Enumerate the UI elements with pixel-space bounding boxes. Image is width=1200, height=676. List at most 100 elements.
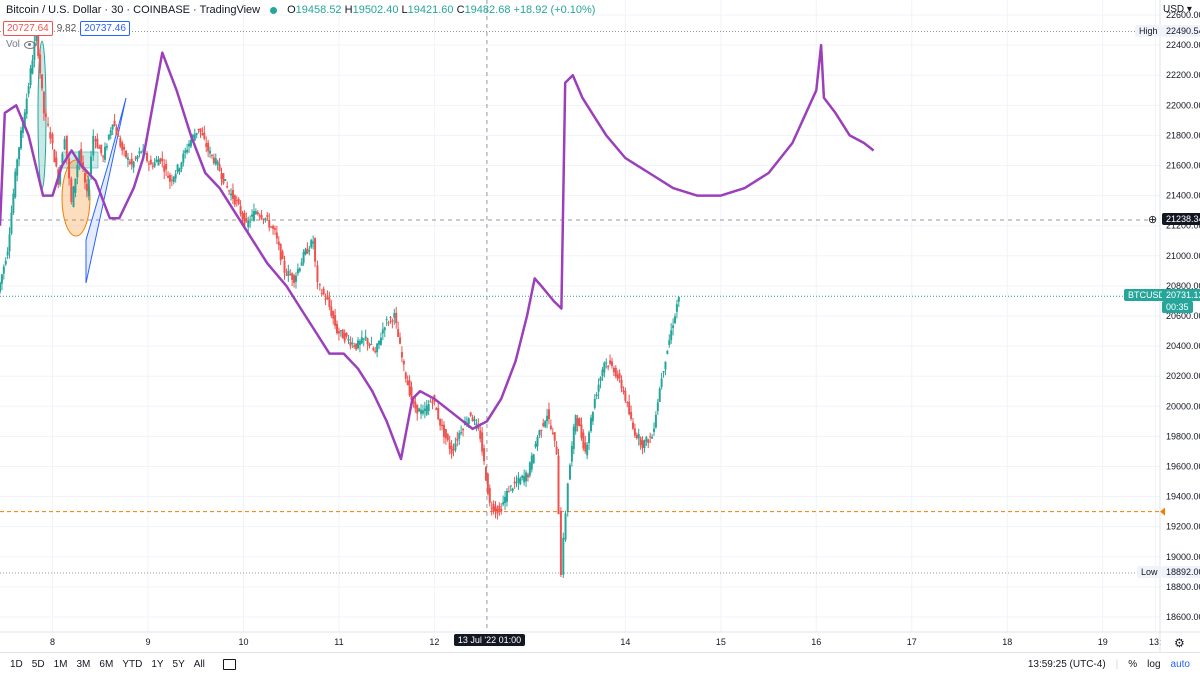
candle-body xyxy=(128,161,131,164)
candle-body xyxy=(397,328,400,337)
range-button-1d[interactable]: 1D xyxy=(10,659,23,670)
candle-body xyxy=(603,362,606,373)
candle-body xyxy=(368,344,371,346)
clock-time[interactable]: 13:59:25 (UTC-4) xyxy=(1027,659,1106,670)
range-button-1m[interactable]: 1M xyxy=(53,659,68,670)
volume-label: Vol xyxy=(6,39,20,50)
eye-icon[interactable] xyxy=(23,40,36,49)
symbol-title[interactable]: Bitcoin / U.S. Dollar · 30 · COINBASE · … xyxy=(6,4,261,16)
price-candles xyxy=(0,22,680,578)
candle-body xyxy=(142,149,145,152)
candle-body xyxy=(343,332,346,342)
candle-body xyxy=(431,402,434,404)
candle-body xyxy=(677,297,680,302)
candle-body xyxy=(586,444,589,456)
candle-body xyxy=(65,135,68,159)
candle-body xyxy=(427,404,430,411)
grid-lines xyxy=(0,0,1160,632)
calendar-icon[interactable] xyxy=(222,659,236,670)
candle-body xyxy=(370,343,373,345)
gear-icon[interactable]: ⚙ xyxy=(1174,636,1185,650)
candle-body xyxy=(467,418,470,425)
range-button-5d[interactable]: 5D xyxy=(31,659,45,670)
candle-body xyxy=(656,402,659,412)
candle-body xyxy=(496,508,499,514)
add-alert-icon[interactable]: ⊕ xyxy=(1148,213,1158,226)
candle-body xyxy=(115,127,118,135)
candle-body xyxy=(582,432,585,449)
range-button-5y[interactable]: 5Y xyxy=(172,659,185,670)
candle-body xyxy=(404,372,407,379)
candle-body xyxy=(18,147,21,160)
currency-selector[interactable]: USD ▾ xyxy=(1163,4,1192,15)
range-button-ytd[interactable]: YTD xyxy=(122,659,143,670)
candle-body xyxy=(505,490,508,502)
auto-toggle[interactable]: auto xyxy=(1170,659,1190,670)
candle-body xyxy=(176,164,179,172)
candle-body xyxy=(385,319,388,321)
candle-body xyxy=(23,112,26,126)
y-tick-label: 22400.00 xyxy=(1166,40,1200,50)
candle-body xyxy=(570,445,573,462)
candle-body xyxy=(306,248,309,254)
candle-body xyxy=(239,206,242,215)
candle-body xyxy=(279,243,282,261)
candle-body xyxy=(452,449,455,451)
candle-body xyxy=(593,398,596,408)
candle-body xyxy=(668,340,671,345)
candle-body xyxy=(4,260,7,265)
candle-body xyxy=(308,250,311,252)
range-button-1y[interactable]: 1Y xyxy=(151,659,164,670)
candle-body xyxy=(92,135,95,156)
candle-body xyxy=(437,407,440,420)
candle-body xyxy=(578,418,581,427)
candle-body xyxy=(203,132,206,139)
candle-body xyxy=(277,241,280,245)
candle-body xyxy=(378,340,381,345)
candle-body xyxy=(63,139,66,150)
percent-toggle[interactable]: % xyxy=(1128,659,1138,670)
candle-body xyxy=(285,274,288,276)
candle-body xyxy=(584,442,587,452)
range-button-all[interactable]: All xyxy=(193,659,205,670)
range-button-3m[interactable]: 3M xyxy=(76,659,91,670)
candle-body xyxy=(210,154,213,156)
candle-body xyxy=(337,331,340,334)
candle-body xyxy=(149,159,152,165)
candle-body xyxy=(458,433,461,439)
candle-body xyxy=(488,488,491,503)
buy-button[interactable]: 20737.46 xyxy=(80,21,130,36)
candle-body xyxy=(400,352,403,358)
candle-body xyxy=(264,218,267,220)
candle-body xyxy=(293,275,296,283)
candle-body xyxy=(557,455,560,515)
candle-body xyxy=(502,502,505,505)
open-label: O xyxy=(287,4,296,16)
candle-body xyxy=(159,158,162,162)
chart-canvas[interactable]: 18600.00 18800.00 19000.00 19200.00 19400.00… xyxy=(0,0,1200,652)
candle-body xyxy=(610,361,613,366)
candle-body xyxy=(68,158,71,179)
crosshair-price-badge: 21238.34 xyxy=(1162,212,1200,225)
candle-body xyxy=(336,323,339,334)
candle-body xyxy=(29,68,32,86)
range-button-6m[interactable]: 6M xyxy=(99,659,114,670)
sell-button[interactable]: 20727.64 xyxy=(3,21,53,36)
candle-body xyxy=(235,200,238,202)
candle-body xyxy=(383,327,386,331)
candle-body xyxy=(591,412,594,422)
candle-body xyxy=(626,401,629,403)
candle-body xyxy=(157,159,160,166)
low-ohlc-value: 19421.60 xyxy=(407,4,454,16)
y-tick-label: 21600.00 xyxy=(1166,161,1200,171)
candle-body xyxy=(254,211,257,214)
candle-body xyxy=(31,60,34,74)
y-tick-label: 22600.00 xyxy=(1166,10,1200,20)
candle-body xyxy=(216,161,219,165)
candle-body xyxy=(429,401,432,403)
log-toggle[interactable]: log xyxy=(1147,659,1161,670)
candle-body xyxy=(275,232,278,239)
bottom-toolbar: 1D 5D 1M 3M 6M YTD 1Y 5Y All 13:59:25 (UTC-4) | … xyxy=(0,652,1200,676)
candle-body xyxy=(536,437,539,447)
candle-body xyxy=(186,149,189,153)
